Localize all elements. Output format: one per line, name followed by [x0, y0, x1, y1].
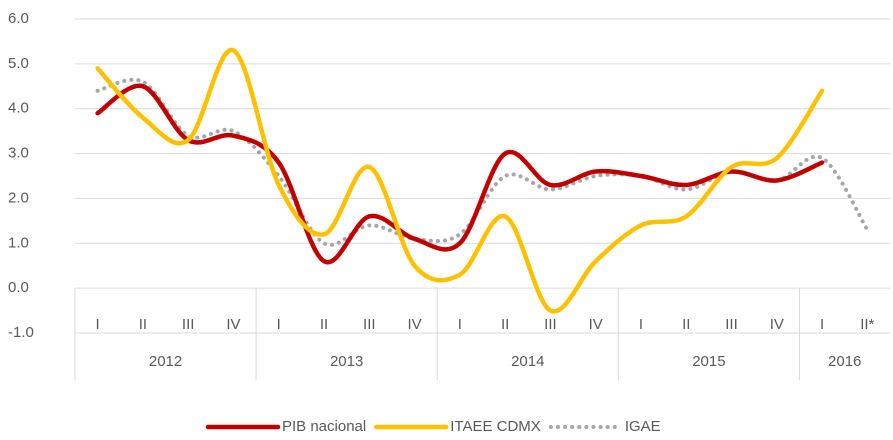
y-tick-label: 2.0: [8, 189, 29, 206]
year-label: 2013: [330, 353, 363, 370]
x-tick-label: III: [363, 316, 376, 333]
x-tick-label: IV: [589, 316, 603, 333]
y-tick-label: 1.0: [8, 234, 29, 251]
x-tick-label: I: [639, 316, 643, 333]
x-tick-label: III: [182, 316, 195, 333]
x-tick-label: IV: [226, 316, 240, 333]
year-label: 2015: [692, 353, 725, 370]
y-tick-label: 5.0: [8, 55, 29, 72]
year-label: 2016: [828, 353, 861, 370]
y-tick-label: -1.0: [8, 324, 34, 341]
chart: -1.00.01.02.03.04.05.06.0IIIIIIIVIIIIIII…: [0, 0, 893, 440]
y-tick-label: 4.0: [8, 100, 29, 117]
series-line: [98, 50, 822, 312]
x-tick-label: III: [544, 316, 557, 333]
y-tick-label: 6.0: [8, 10, 29, 27]
x-tick-label: I: [277, 316, 281, 333]
x-tick-label: II: [320, 316, 328, 333]
legend-label: PIB nacional: [282, 418, 366, 435]
x-tick-label: IV: [770, 316, 784, 333]
y-tick-label: 3.0: [8, 145, 29, 162]
legend-label: IGAE: [625, 418, 661, 435]
x-tick-label: I: [96, 316, 100, 333]
year-label: 2012: [149, 353, 182, 370]
x-tick-label: II: [139, 316, 147, 333]
x-tick-label: I: [820, 316, 824, 333]
x-tick-label: II*: [860, 316, 874, 333]
y-tick-label: 0.0: [8, 279, 29, 296]
x-tick-label: I: [458, 316, 462, 333]
x-tick-label: III: [725, 316, 738, 333]
legend-label: ITAEE CDMX: [450, 418, 541, 435]
year-label: 2014: [511, 353, 544, 370]
x-tick-label: IV: [407, 316, 421, 333]
x-tick-label: II: [501, 316, 509, 333]
x-tick-label: II: [682, 316, 690, 333]
